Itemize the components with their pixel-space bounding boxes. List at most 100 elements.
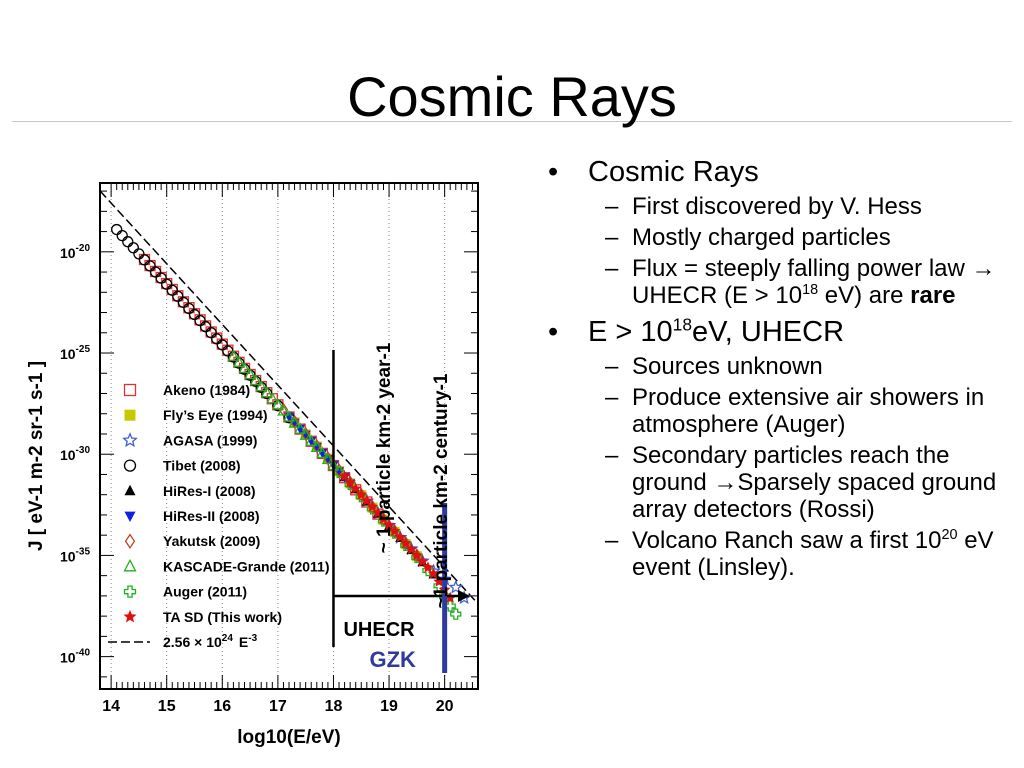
data-point-ta-sd-this-work — [416, 555, 429, 567]
marker-shape — [124, 533, 136, 549]
data-point-kascade-grande-2011 — [288, 416, 301, 428]
legend-entry-label: Auger (2011) — [163, 584, 247, 600]
bullet-cosmic-rays: • Cosmic Rays — [548, 156, 759, 188]
marker-shape — [194, 314, 206, 327]
x-tick-label: 15 — [158, 698, 176, 715]
data-point-yakutsk-2009 — [323, 451, 333, 466]
sub-bullet-dash: – — [605, 527, 619, 554]
marker-shape — [172, 290, 184, 302]
marker-shape — [260, 385, 273, 398]
data-point-ta-sd-this-work — [422, 561, 434, 573]
sub-bullet-dash: – — [605, 353, 619, 380]
sub-bullet-dash: – — [605, 255, 619, 282]
data-point-kascade-grande-2011 — [277, 404, 290, 416]
data-point-ta-sd-this-work — [399, 537, 412, 549]
data-point-ta-sd-this-work — [366, 500, 379, 512]
data-point-tibet-2008 — [166, 284, 178, 296]
data-point-ta-sd-this-work — [360, 494, 373, 506]
rare-emphasis: rare — [910, 282, 956, 309]
legend-marker — [123, 459, 137, 472]
x-tick-label: 19 — [380, 698, 398, 715]
data-point-tibet-2008 — [127, 242, 140, 254]
sub-bullet-volcano-ranch: – Volcano Ranch saw a first 1020 eV even… — [605, 527, 994, 581]
marker-shape — [300, 426, 311, 442]
marker-shape — [271, 397, 284, 410]
data-point-ta-sd-this-work — [355, 488, 368, 500]
uhecr-arrowhead — [458, 590, 470, 602]
marker-shape — [422, 561, 434, 573]
marker-shape — [124, 484, 136, 496]
marker-shape — [294, 422, 307, 434]
marker-shape — [266, 391, 279, 404]
marker-shape — [155, 272, 167, 284]
bullet-uhecr: • E > 1018eV, UHECR — [548, 314, 845, 348]
marker-shape — [433, 575, 446, 587]
marker-shape — [144, 260, 156, 272]
marker-shape — [123, 609, 137, 623]
marker-shape — [410, 549, 423, 561]
marker-shape — [238, 361, 251, 374]
y-tick-label: 10-40 — [60, 648, 90, 666]
data-point-ta-sd-this-work — [433, 575, 446, 587]
marker-shape — [323, 451, 333, 466]
data-point-tibet-2008 — [211, 333, 223, 345]
marker-shape — [399, 537, 412, 549]
data-point-tibet-2008 — [188, 308, 201, 321]
marker-shape — [444, 591, 457, 603]
data-point-tibet-2008 — [138, 254, 151, 266]
marker-shape — [312, 438, 322, 454]
y-tick-label: 10-20 — [60, 243, 90, 261]
title-rule — [12, 121, 1012, 122]
data-point-tibet-2008 — [144, 260, 156, 272]
sub-bullet-dash: – — [605, 224, 619, 251]
data-point-kascade-grande-2011 — [255, 379, 268, 392]
marker-shape — [111, 223, 123, 236]
data-point-kascade-grande-2011 — [232, 355, 246, 367]
data-point-kascade-grande-2011 — [244, 367, 257, 380]
marker-shape — [305, 434, 318, 446]
data-point-yakutsk-2009 — [300, 426, 311, 442]
marker-shape — [448, 579, 464, 594]
legend-marker — [124, 533, 136, 549]
century-rate-label: ~1 particle km-2 century-1 — [431, 373, 452, 608]
marker-shape — [123, 459, 137, 472]
marker-shape — [360, 494, 373, 506]
data-point-kascade-grande-2011 — [299, 428, 312, 440]
marker-shape — [299, 428, 312, 440]
marker-shape — [377, 512, 390, 525]
data-point-tibet-2008 — [183, 302, 195, 315]
data-point-ta-sd-this-work — [338, 470, 351, 482]
marker-shape — [123, 585, 137, 598]
legend-entry-label: TA SD (This work) — [163, 609, 282, 625]
marker-shape — [244, 367, 257, 380]
slide-title: Cosmic Rays — [347, 65, 677, 128]
data-point-auger-2011 — [450, 608, 462, 620]
data-point-ta-sd-this-work — [405, 543, 418, 555]
y-axis-label: J [ eV-1 m-2 sr-1 s-1 ] — [26, 361, 47, 551]
legend-marker — [124, 484, 136, 496]
marker-shape — [366, 500, 379, 512]
data-point-kascade-grande-2011 — [282, 410, 296, 422]
data-point-ta-sd-this-work — [394, 530, 407, 543]
marker-shape — [227, 349, 240, 361]
marker-shape — [255, 379, 268, 392]
data-point-yakutsk-2009 — [312, 438, 322, 454]
marker-shape — [149, 266, 162, 278]
legend-entry-label: HiRes-I (2008) — [163, 483, 256, 499]
legend-entry-label: Tibet (2008) — [163, 458, 241, 474]
legend-entry-label: KASCADE-Grande (2011) — [163, 558, 330, 574]
sub-bullet-dash: – — [605, 193, 619, 220]
gzk-label: GZK — [369, 647, 416, 672]
x-tick-label: 14 — [102, 698, 120, 715]
data-point-kascade-grande-2011 — [321, 452, 334, 465]
marker-shape — [338, 470, 351, 482]
data-point-kascade-grande-2011 — [316, 446, 329, 459]
data-point-tibet-2008 — [149, 266, 162, 278]
data-point-tibet-2008 — [122, 236, 134, 248]
marker-shape — [355, 488, 368, 500]
data-point-tibet-2008 — [172, 290, 184, 302]
sub-bullet-charged: – Mostly charged particles — [605, 224, 891, 251]
sub-bullet-hess: – First discovered by V. Hess — [605, 193, 922, 220]
data-point-kascade-grande-2011 — [305, 434, 318, 446]
marker-shape — [133, 248, 145, 260]
